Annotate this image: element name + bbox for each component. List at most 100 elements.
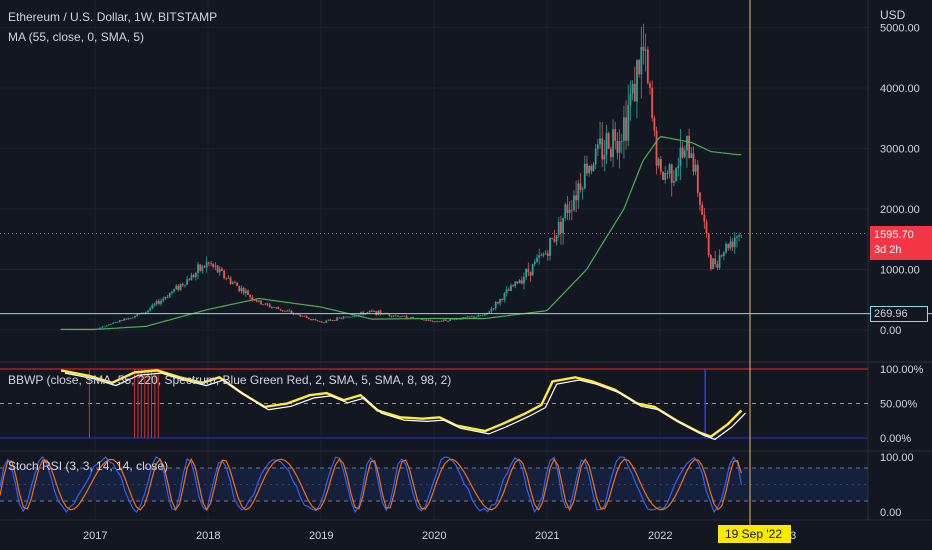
candle-body: [249, 294, 252, 297]
candle-body: [403, 315, 406, 317]
candle-body: [231, 282, 234, 284]
candle-body: [514, 281, 517, 287]
candle-body: [544, 253, 547, 255]
candle-body: [644, 49, 647, 51]
candle-body: [551, 238, 554, 240]
candle-body: [659, 159, 662, 172]
candle-body: [401, 315, 404, 317]
candle-body: [596, 144, 599, 149]
candle-body: [455, 318, 458, 320]
candle-body: [331, 320, 334, 321]
candle-body: [162, 298, 165, 301]
candle-body: [592, 164, 595, 172]
candle-body: [670, 164, 673, 183]
candle-body: [390, 315, 393, 317]
candle-body: [116, 321, 119, 323]
candle-body: [336, 317, 338, 321]
candle-body: [334, 320, 336, 321]
candle-body: [340, 318, 343, 319]
price-tick-label: 5000.00: [880, 23, 920, 35]
candle-body: [512, 285, 514, 287]
candle-body: [603, 154, 606, 160]
candle-body: [579, 183, 582, 190]
candle-body: [266, 303, 269, 305]
candle-body: [134, 315, 136, 318]
candle-body: [303, 315, 306, 317]
stoch-pane: 100.00 0.00: [0, 452, 914, 519]
candle-body: [129, 318, 132, 319]
candle-body: [507, 289, 510, 291]
candle-body: [692, 153, 695, 172]
candle-body: [707, 233, 710, 256]
candle-body: [234, 282, 236, 284]
candle-body: [281, 310, 284, 312]
candle-body: [242, 288, 245, 294]
time-axis: 20172018201920202021202223: [0, 519, 932, 542]
candle-body: [560, 221, 562, 234]
candle-body: [612, 129, 614, 158]
candle-body: [227, 277, 230, 279]
candle-body: [666, 172, 669, 174]
candle-body: [164, 297, 167, 299]
price-tick-label: 1000.00: [880, 265, 920, 277]
candle-body: [546, 253, 549, 257]
candle-body: [188, 279, 191, 281]
candle-body: [110, 323, 112, 325]
candle-body: [714, 258, 717, 265]
candle-body: [140, 312, 143, 314]
candle-body: [716, 264, 719, 268]
bbwp-pane: 100.00% 50.00% 0.00%: [0, 364, 924, 445]
candle-body: [683, 150, 686, 158]
candle-body: [190, 274, 193, 281]
candle-body: [297, 313, 299, 315]
candle-body: [460, 318, 462, 320]
candle-body: [425, 319, 428, 321]
bbwp-line: [60, 369, 743, 438]
stoch-legend: Stoch RSI (3, 3, 14, 14, close): [8, 459, 169, 473]
time-tick-label: 2018: [196, 530, 220, 542]
candle-body: [479, 315, 482, 317]
candle-body: [99, 327, 102, 329]
candle-body: [586, 163, 588, 174]
candle-body: [520, 280, 523, 284]
candle-body: [733, 237, 736, 247]
candle-body: [662, 171, 664, 180]
candle-body: [516, 281, 519, 284]
candle-body: [351, 316, 354, 318]
candle-body: [151, 304, 154, 309]
time-tick-label: 2020: [422, 530, 446, 542]
candle-body: [105, 325, 108, 327]
candle-body: [577, 183, 580, 201]
candle-body: [594, 148, 597, 165]
candle-body: [186, 279, 189, 285]
candle-body: [629, 93, 632, 106]
stoch-tick-label: 0.00: [880, 507, 901, 519]
candle-body: [368, 310, 371, 313]
candle-body: [112, 322, 115, 324]
candle-body: [199, 264, 202, 271]
candle-body: [605, 133, 608, 155]
candle-body: [114, 322, 117, 323]
current-price-value: 1595.70: [874, 229, 914, 241]
candle-body: [273, 307, 275, 308]
time-tick-label: 2022: [648, 530, 672, 542]
candle-body: [327, 319, 330, 321]
price-tick-label: 3000.00: [880, 144, 920, 156]
candle-body: [618, 141, 621, 153]
bbwp-ma-line: [64, 372, 746, 441]
time-tick-label: 2021: [535, 530, 559, 542]
candle-body: [155, 300, 158, 305]
candle-body: [223, 270, 225, 279]
price-tick-label: 4000.00: [880, 83, 920, 95]
candle-body: [357, 314, 360, 316]
candle-body: [599, 138, 601, 145]
candle-body: [412, 317, 415, 319]
candle-body: [540, 255, 543, 257]
candle-body: [703, 214, 706, 222]
candle-body: [323, 322, 325, 324]
candle-body: [284, 310, 286, 312]
candle-body: [221, 268, 223, 271]
candle-body: [562, 218, 564, 234]
candle-body: [442, 319, 445, 321]
